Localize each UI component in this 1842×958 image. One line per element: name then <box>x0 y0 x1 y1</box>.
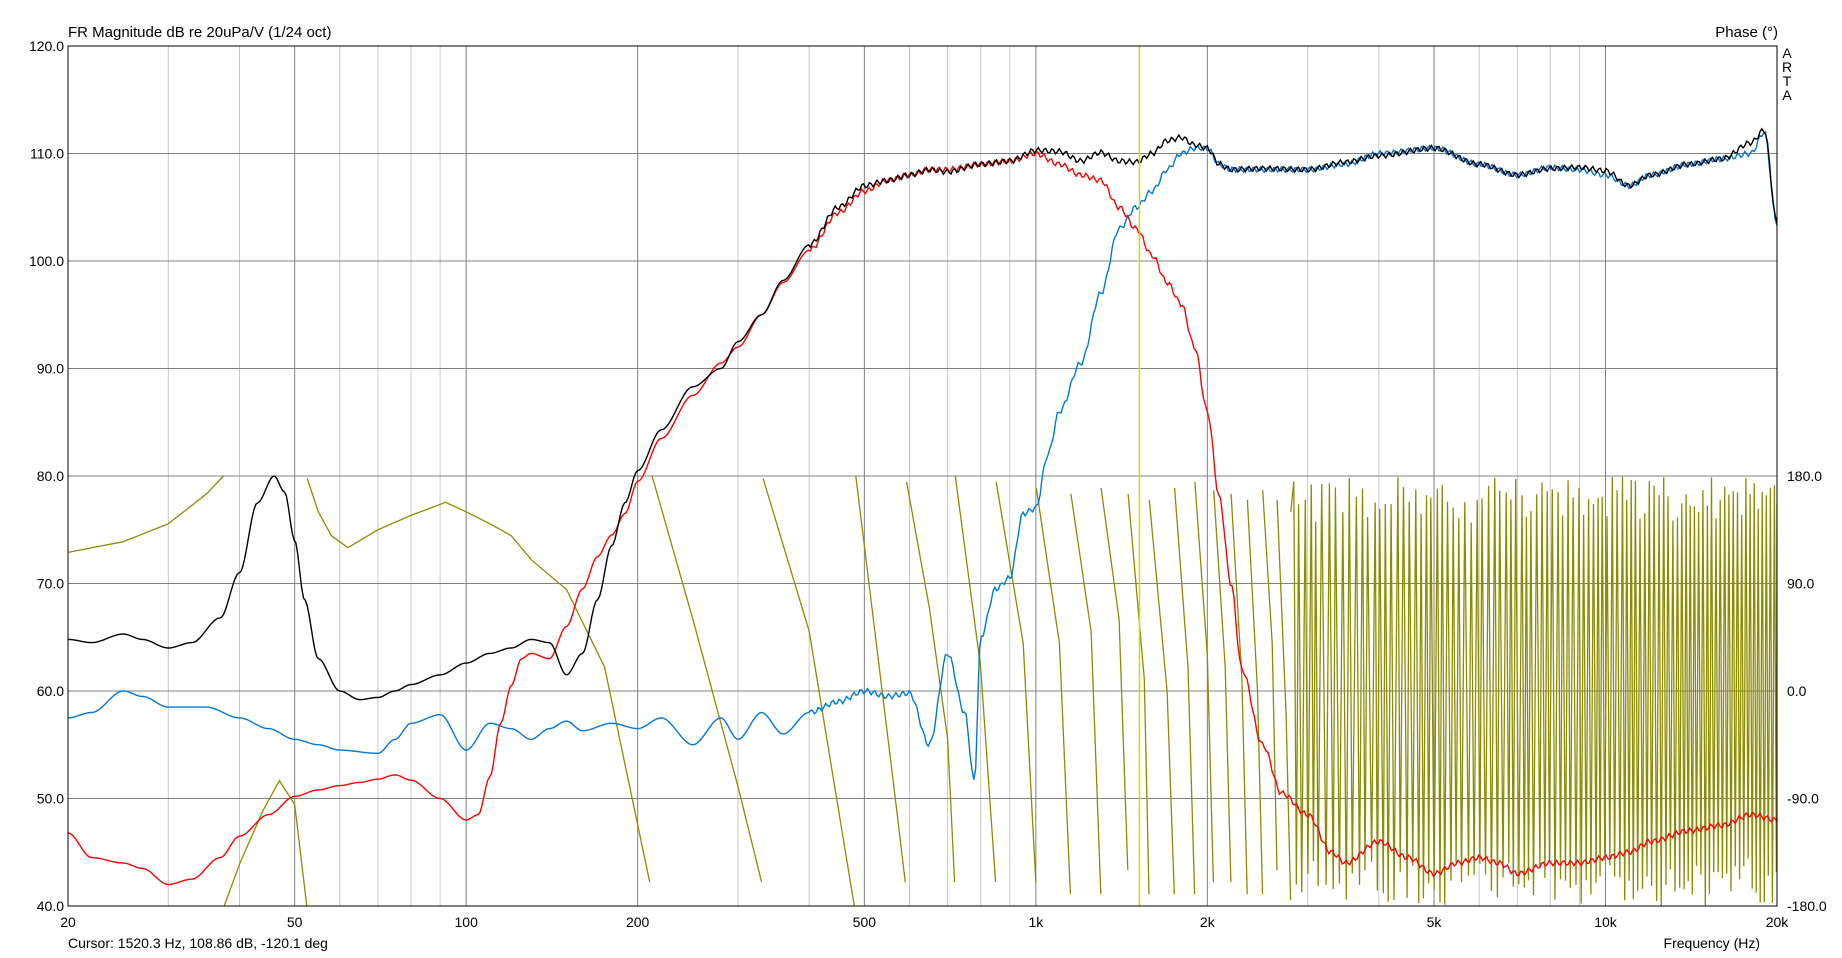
phase-tick-label: -180.0 <box>1787 898 1827 914</box>
phase-tick-label: 180.0 <box>1787 468 1822 484</box>
logo-letter: A <box>1782 87 1792 103</box>
y-tick-label: 70.0 <box>37 576 64 592</box>
phase-axis-title: Phase (°) <box>1715 24 1778 41</box>
y-tick-label: 50.0 <box>37 791 64 807</box>
x-tick-label: 1k <box>1028 914 1044 930</box>
logo-letter: R <box>1782 59 1792 75</box>
phase-tick-label: 0.0 <box>1787 683 1807 699</box>
logo-letter: T <box>1783 73 1792 89</box>
y-tick-label: 40.0 <box>37 898 64 914</box>
x-tick-label: 100 <box>455 914 479 930</box>
y-tick-label: 100.0 <box>29 253 64 269</box>
blue-series-line <box>68 130 1777 780</box>
x-tick-label: 500 <box>853 914 877 930</box>
x-tick-label: 10k <box>1594 914 1618 930</box>
x-tick-label: 20k <box>1766 914 1790 930</box>
phase-tick-label: -90.0 <box>1787 791 1819 807</box>
x-tick-label: 200 <box>626 914 650 930</box>
y-tick-label: 110.0 <box>30 146 64 162</box>
grid <box>67 45 1778 907</box>
x-tick-label: 20 <box>60 914 76 930</box>
y-tick-label: 60.0 <box>37 683 64 699</box>
chart-title: FR Magnitude dB re 20uPa/V (1/24 oct) <box>68 24 331 41</box>
x-tick-label: 5k <box>1427 914 1443 930</box>
y-tick-label: 120.0 <box>29 38 64 54</box>
y-tick-label: 90.0 <box>37 361 64 377</box>
cursor-readout[interactable]: Cursor: 1520.3 Hz, 108.86 dB, -120.1 deg <box>68 935 328 951</box>
plot-frame <box>67 45 1778 907</box>
phase-tick-label: 90.0 <box>1787 576 1814 592</box>
x-tick-label: 2k <box>1200 914 1216 930</box>
y-tick-label: 80.0 <box>37 468 64 484</box>
logo-letter: A <box>1782 45 1792 61</box>
axes: 20 50 100 200 500 1k 2k 5k 10k 20k 40.0 50.0 60.0 70.… <box>29 38 1827 930</box>
phase-series-line <box>68 475 1777 906</box>
black-sum-series-line <box>68 127 1777 701</box>
data-series <box>68 127 1777 906</box>
x-axis-title: Frequency (Hz) <box>1664 935 1760 951</box>
x-tick-label: 50 <box>287 914 303 930</box>
